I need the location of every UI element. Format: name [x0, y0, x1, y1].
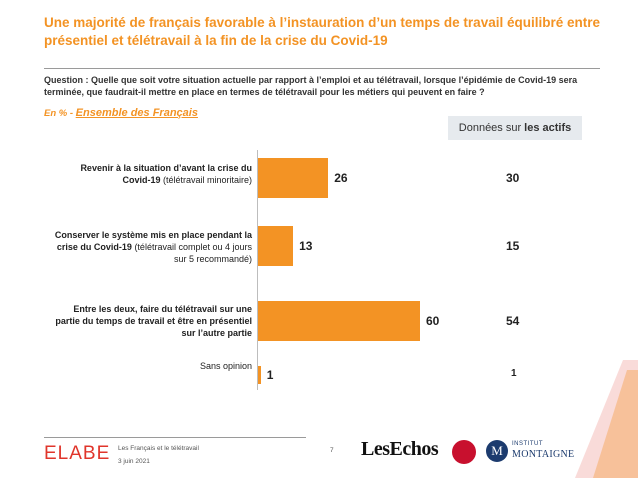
- category-label: Revenir à la situation d’avant la crise …: [80, 163, 252, 185]
- actifs-value-label: 15: [506, 239, 520, 253]
- category-label: Sans opinion: [199, 361, 252, 371]
- actifs-strong: les actifs: [524, 122, 572, 134]
- montaigne-label: MONTAIGNE: [512, 449, 575, 460]
- bar-value-label: 13: [299, 239, 313, 253]
- chart-axis: [257, 150, 258, 390]
- radio-classique-logo: [452, 440, 476, 464]
- survey-question: Question : Quelle que soit votre situati…: [44, 75, 578, 97]
- actifs-prefix: Données sur: [458, 122, 522, 134]
- footer-divider: [44, 437, 306, 438]
- actifs-header: Données sur les actifs: [448, 116, 582, 140]
- page-number: 7: [330, 447, 334, 454]
- base-population: Ensemble des Français: [75, 107, 198, 119]
- bar-value-label: 26: [334, 171, 348, 185]
- elabe-logo: ELABE: [44, 443, 111, 464]
- bar: [258, 366, 261, 384]
- institut-label: INSTITUT: [512, 441, 543, 447]
- bar: [258, 158, 329, 198]
- actifs-value-label: 1: [511, 368, 517, 379]
- bar: [258, 226, 294, 266]
- base-prefix: En % -: [44, 108, 76, 119]
- lesechos-logo: LesEchos: [361, 438, 439, 460]
- elabe-triangle-icon: [575, 360, 638, 478]
- category-label: Entre les deux, faire du télétravail sur…: [55, 304, 252, 338]
- bar-value-label: 1: [266, 368, 274, 382]
- title-divider: [44, 68, 600, 69]
- actifs-value-label: 30: [506, 171, 520, 185]
- category-label: Conserver le système mis en place pendan…: [54, 230, 252, 264]
- institut-montaigne-icon: M: [486, 440, 508, 462]
- bar-value-label: 60: [426, 314, 440, 328]
- bar: [258, 301, 420, 341]
- actifs-value-label: 54: [506, 314, 520, 328]
- study-name: Les Français et le télétravail: [118, 445, 199, 452]
- page-title: Une majorité de français favorable à l’i…: [44, 15, 600, 48]
- base-label: En % - Ensemble des Français: [44, 107, 198, 119]
- study-date: 3 juin 2021: [118, 458, 150, 465]
